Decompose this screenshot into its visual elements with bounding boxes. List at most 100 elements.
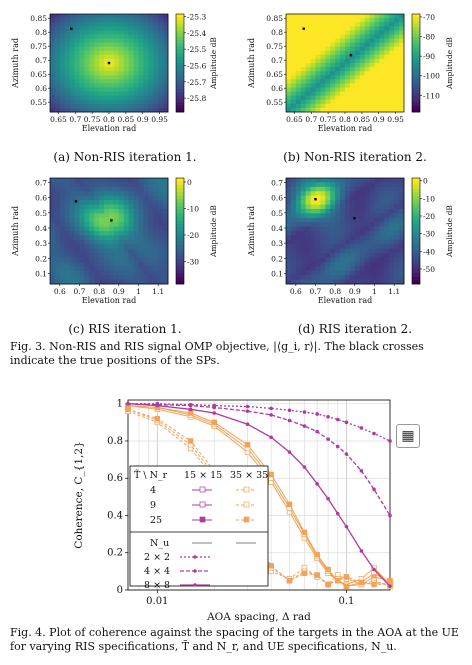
heatmap-cell — [359, 38, 366, 43]
heatmap-cell — [54, 54, 61, 60]
data-point — [344, 524, 349, 529]
heatmap-cell — [59, 79, 66, 84]
heatmap-cell — [379, 75, 385, 80]
heatmap-cell — [330, 231, 336, 236]
x-tick-label: 0.7 — [310, 287, 322, 296]
heatmap-cell — [315, 213, 321, 219]
heatmap-panel-a: 0.65 0.7 0.75 0.8 0.85 0.9 0.95 0.85 0.8 0.75 0.7 0… — [8, 8, 236, 148]
heatmap-cell — [59, 266, 66, 272]
heatmap-cell — [138, 79, 144, 84]
heatmap-cell — [349, 266, 356, 272]
heatmap-cell — [335, 239, 341, 245]
heatmap-cell — [340, 42, 346, 48]
colorbar-segment — [176, 206, 184, 211]
heatmap-cell — [369, 26, 375, 31]
heatmap-cell — [113, 79, 120, 84]
heatmap-cell — [290, 63, 297, 68]
data-point — [344, 452, 349, 456]
heatmap-cell — [109, 79, 115, 84]
colorbar-segment — [176, 49, 184, 54]
heatmap-cell — [153, 83, 159, 88]
heatmap-cell — [349, 208, 356, 214]
heatmap-cell — [384, 46, 390, 52]
heatmap-cell — [300, 54, 307, 60]
heatmap-cell — [79, 217, 85, 223]
heatmap-cell — [394, 14, 400, 19]
heatmap-cell — [379, 54, 385, 60]
heatmap-cell — [384, 204, 390, 210]
heatmap-cell — [123, 231, 130, 236]
colorbar-segment — [176, 185, 184, 189]
heatmap-cell — [143, 58, 149, 64]
heatmap-cell — [359, 83, 366, 88]
heatmap-cell — [74, 26, 80, 31]
heatmap-cell — [50, 248, 56, 254]
heatmap-cell — [369, 75, 375, 80]
heatmap-cell — [335, 204, 341, 210]
heatmap-cell — [138, 75, 144, 80]
colorbar-segment — [176, 227, 184, 232]
heatmap-cell — [158, 222, 164, 227]
heatmap-cell — [84, 178, 90, 183]
heatmap-cell — [295, 257, 302, 263]
heatmap-cell — [290, 87, 297, 92]
heatmap-cell — [109, 26, 115, 31]
heatmap-cell — [94, 275, 100, 280]
heatmap-cell — [315, 30, 321, 35]
heatmap-cell — [305, 213, 311, 219]
heatmap-cell — [74, 87, 80, 92]
heatmap-cell — [89, 178, 95, 183]
heatmap-cell — [359, 26, 366, 31]
heatmap-cell — [128, 195, 134, 201]
heatmap-cell — [94, 79, 100, 84]
heatmap-cell — [118, 195, 125, 201]
heatmap-cell — [54, 239, 61, 245]
heatmap-cell — [113, 54, 120, 60]
colorbar-segment — [412, 59, 420, 64]
heatmap-cell — [138, 261, 144, 267]
heatmap-cell — [305, 63, 311, 68]
heatmap-cell — [148, 63, 154, 68]
table-view-icon[interactable]: ▦ — [396, 424, 420, 448]
heatmap-cell — [384, 50, 390, 56]
heatmap-cell — [59, 87, 66, 92]
heatmap-cell — [104, 107, 110, 113]
legend-marker — [199, 501, 206, 508]
heatmap-cell — [118, 248, 125, 254]
heatmap-cell — [364, 204, 370, 210]
heatmap-cell — [379, 235, 385, 241]
heatmap-cell — [59, 222, 66, 227]
heatmap-cell — [143, 248, 149, 254]
colorbar-segment — [176, 20, 184, 25]
heatmap-cell — [123, 107, 130, 113]
heatmap-cell — [335, 226, 341, 232]
heatmap-cell — [69, 67, 75, 72]
heatmap-cell — [379, 103, 385, 109]
heatmap-cell — [320, 222, 326, 227]
heatmap-cell — [99, 34, 105, 39]
heatmap-cell — [113, 99, 120, 105]
x-tick-label: 0.1 — [338, 596, 354, 607]
heatmap-cell — [128, 34, 134, 39]
heatmap-cell — [354, 275, 361, 280]
colorbar-segment — [412, 238, 420, 242]
plot-frame — [127, 399, 391, 591]
heatmap-cell — [148, 182, 154, 188]
heatmap-cell — [163, 257, 169, 263]
heatmap-cell — [330, 178, 336, 183]
heatmap-cell — [384, 182, 390, 188]
heatmap-cell — [84, 239, 90, 245]
data-point — [188, 407, 193, 412]
heatmap-cell — [364, 195, 370, 201]
heatmap-cell — [305, 79, 311, 84]
heatmap-cell — [310, 239, 316, 245]
heatmap-cell — [64, 63, 71, 68]
heatmap-cell — [340, 58, 346, 64]
heatmap-cell — [379, 34, 385, 39]
heatmap-cell — [300, 244, 307, 250]
heatmap-cell — [330, 22, 336, 27]
heatmap-cell — [138, 204, 144, 210]
heatmap-cell — [354, 83, 361, 88]
heatmap-cell — [315, 75, 321, 80]
heatmap-cell — [290, 222, 297, 227]
